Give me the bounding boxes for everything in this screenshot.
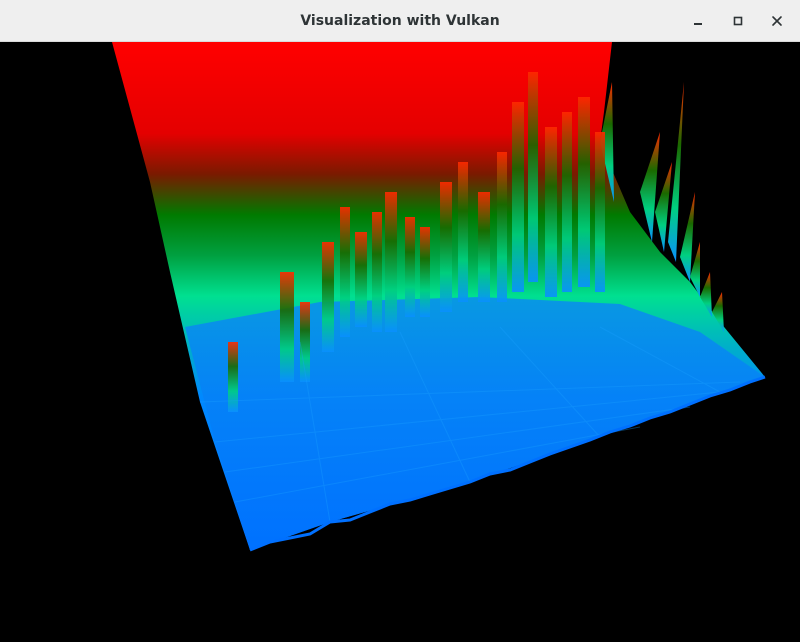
maximize-icon — [732, 15, 744, 27]
window-title: Visualization with Vulkan — [300, 13, 500, 29]
floor-tiles — [199, 326, 741, 523]
surface-floor — [185, 297, 765, 550]
close-icon — [771, 15, 783, 27]
surface-lower-edge — [249, 375, 766, 552]
close-button[interactable] — [765, 9, 789, 33]
minimize-button[interactable] — [686, 9, 710, 33]
height-spikes — [228, 72, 605, 412]
minimize-icon — [692, 15, 704, 27]
title-bar[interactable]: Visualization with Vulkan — [0, 0, 800, 42]
maximize-button[interactable] — [726, 9, 750, 33]
right-edge-spikes — [600, 82, 724, 332]
height-field-render — [112, 42, 766, 552]
render-viewport[interactable] — [0, 42, 800, 642]
